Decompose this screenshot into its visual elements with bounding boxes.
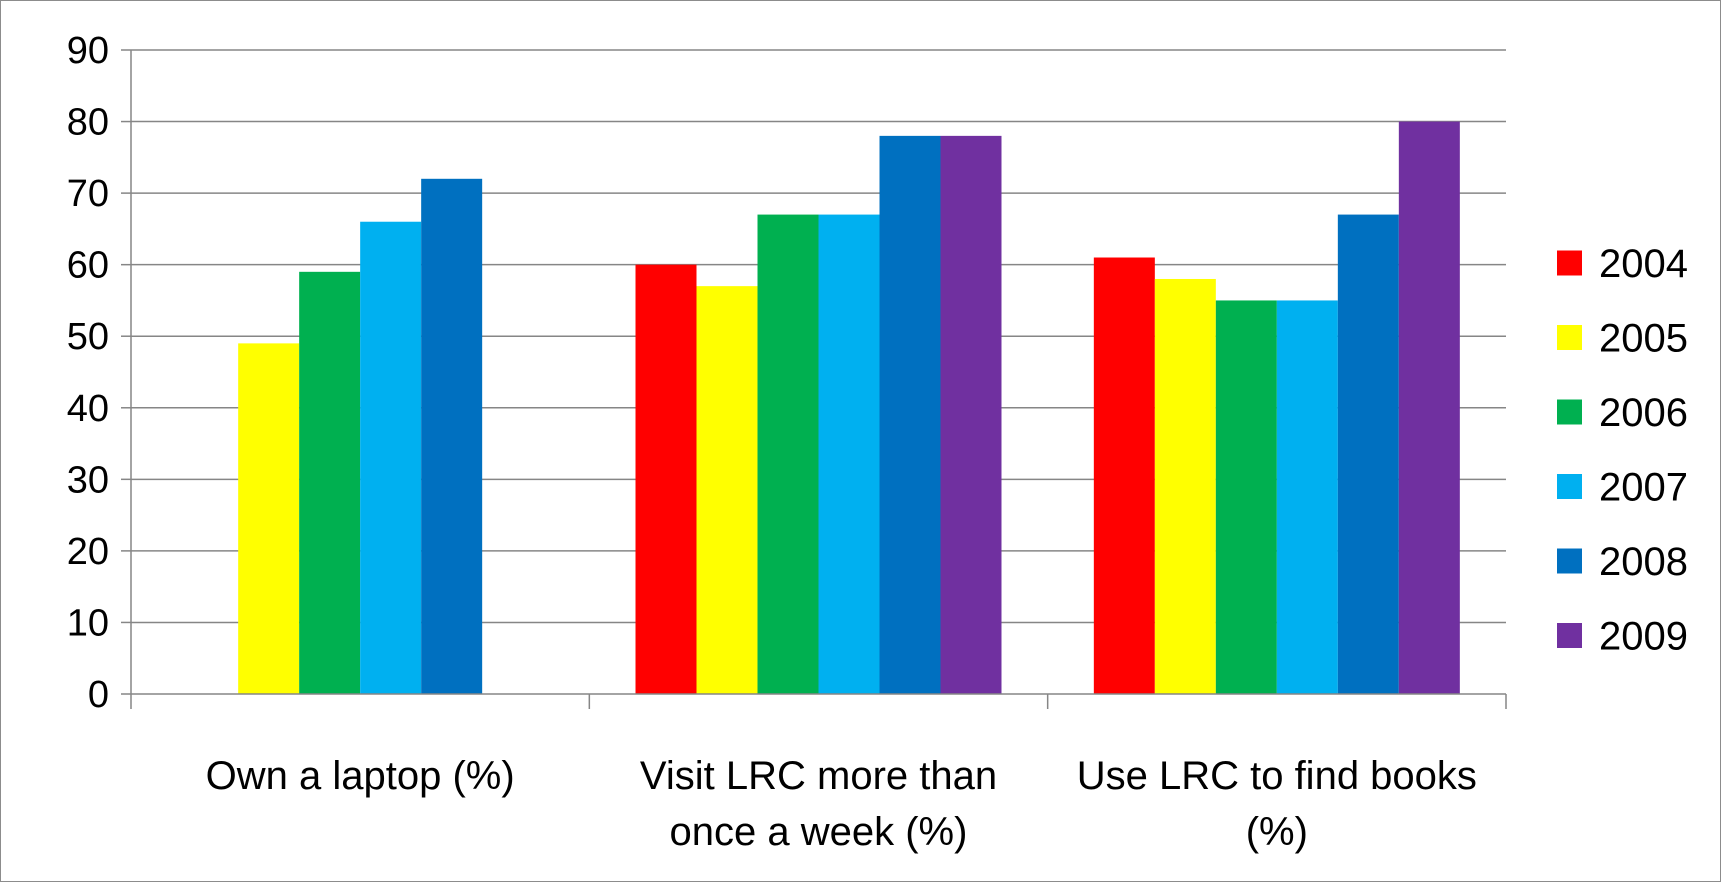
y-tick-label: 10: [67, 602, 109, 644]
bar-2006-2: [757, 214, 819, 695]
y-tick-label: 40: [67, 388, 109, 430]
legend-swatch-2008: [1557, 548, 1582, 574]
labels: 0 10 20 30 40 50 60 70 80 90 Own a laptop (%) Visit…: [67, 30, 1477, 854]
y-tick-label: 60: [67, 245, 109, 287]
bar-2006-1: [299, 271, 361, 694]
x-category-label: (%): [1246, 810, 1308, 854]
bar-2007-2: [818, 214, 880, 695]
bar-2007-3: [1276, 300, 1338, 694]
y-tick-label: 20: [67, 531, 109, 573]
y-tick-label: 90: [67, 30, 109, 72]
y-tick-label: 70: [67, 173, 109, 215]
legend-swatch-2006: [1557, 399, 1582, 425]
legend-label-2006: 2006: [1599, 391, 1688, 435]
legend-swatch-2009: [1557, 623, 1582, 648]
bar-2005-2: [696, 286, 758, 694]
axes: [121, 49, 1507, 709]
legend-label-2004: 2004: [1599, 242, 1688, 286]
legend: 2004 2005 2006 2007 2008 2009: [1557, 242, 1688, 659]
legend-label-2008: 2008: [1599, 540, 1688, 584]
bar-2005-1: [238, 343, 300, 694]
bar-2004-2: [635, 264, 697, 694]
y-tick-label: 80: [67, 102, 109, 144]
bar-2004-3: [1093, 257, 1155, 694]
bar-2009-2: [940, 135, 1002, 694]
legend-label-2005: 2005: [1599, 317, 1688, 361]
y-tick-label: 50: [67, 316, 109, 358]
x-category-label: Visit LRC more than: [640, 754, 997, 798]
x-category-label: Use LRC to find books: [1077, 754, 1477, 798]
legend-label-2007: 2007: [1599, 466, 1688, 510]
x-category-label: once a week (%): [670, 810, 968, 854]
bar-2008-3: [1337, 214, 1399, 695]
legend-swatch-2004: [1557, 250, 1582, 276]
bar-2008-2: [879, 135, 941, 694]
bars: [238, 121, 1460, 695]
bar-2005-3: [1154, 278, 1216, 694]
bar-2008-1: [421, 178, 483, 695]
bar-2009-3: [1398, 121, 1460, 695]
y-tick-label: 0: [88, 674, 109, 716]
y-tick-label: 30: [67, 459, 109, 501]
x-category-label: Own a laptop (%): [206, 754, 515, 798]
bar-2007-1: [360, 221, 422, 694]
legend-label-2009: 2009: [1599, 615, 1688, 659]
legend-swatch-2007: [1557, 474, 1582, 499]
bar-2006-3: [1215, 300, 1277, 694]
legend-swatch-2005: [1557, 325, 1582, 350]
